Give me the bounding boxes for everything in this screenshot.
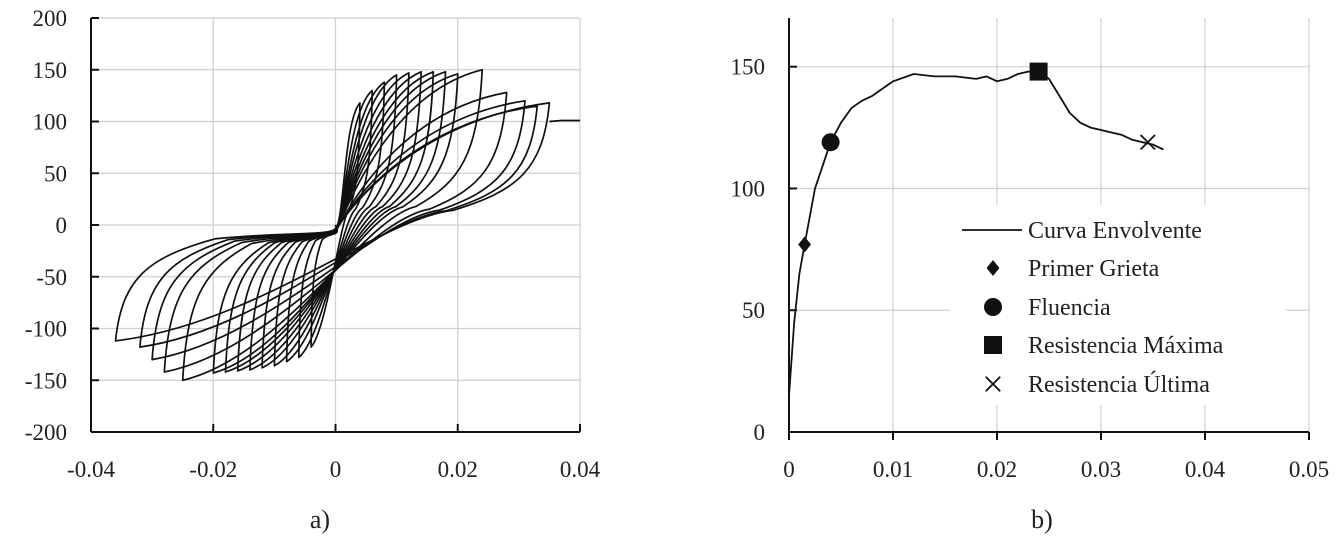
chart-a-y-tick-label: 0 — [56, 213, 68, 238]
chart-b-x-tick-label: 0.01 — [873, 457, 913, 482]
legend-square-swatch — [984, 336, 1002, 354]
chart-b-y-tick-label: 100 — [731, 176, 766, 201]
legend-x-swatch — [985, 376, 1001, 392]
chart-a-loop — [285, 81, 386, 363]
chart-a-loop — [310, 102, 361, 348]
legend-circle-swatch — [984, 298, 1002, 316]
chart-a-curves — [114, 68, 580, 382]
chart-b-x-tick-label: 0.03 — [1081, 457, 1121, 482]
chart-a-x-tick-label: 0.04 — [560, 457, 601, 482]
chart-a-axes — [90, 17, 581, 433]
chart-b-tick-labels: 0 50 100 150 0 0.01 0.02 0.03 0.04 0.05 — [731, 55, 1330, 482]
legend-label: Resistencia Última — [1028, 371, 1210, 398]
chart-b-axes — [788, 18, 1310, 440]
chart-b-point-x — [1139, 134, 1156, 151]
legend-label: Fluencia — [1028, 295, 1111, 321]
chart-a-caption: a) — [310, 505, 330, 534]
chart-a-tick-labels: -200 -150 -100 -50 0 50 100 150 200 -0.04 -0.02 0 0.… — [25, 6, 601, 482]
chart-b-x-tick-label: 0 — [783, 457, 795, 482]
chart-b-x-tick-label: 0.04 — [1185, 457, 1226, 482]
chart-a-loop — [163, 91, 508, 373]
chart-b-curves — [788, 62, 1164, 396]
chart-a-loop — [297, 89, 374, 359]
chart-a-y-tick-label: 150 — [33, 58, 68, 83]
chart-a-y-tick-label: 200 — [33, 6, 68, 31]
chart-a-loop — [151, 99, 526, 361]
chart-a-y-tick-label: 100 — [33, 110, 68, 135]
chart-a-x-tick-label: -0.02 — [189, 457, 237, 482]
chart-a-x-tick-label: 0.02 — [438, 457, 478, 482]
legend-diamond-swatch — [986, 260, 1000, 276]
chart-b-caption: b) — [1031, 505, 1053, 534]
chart-b-legend: Curva Envolvente Primer Grieta Fluencia Res… — [950, 205, 1286, 405]
chart-a-loop — [212, 73, 459, 374]
chart-a-x-tick-label: 0 — [330, 457, 342, 482]
chart-a-x-tick-label: -0.04 — [67, 457, 115, 482]
chart-a-loop — [249, 70, 422, 371]
chart-a-loop — [114, 102, 551, 342]
x-marker-stroke — [1139, 134, 1156, 151]
chart-b-x-tick-label: 0.02 — [977, 457, 1017, 482]
legend-label: Primer Grieta — [1028, 256, 1160, 282]
chart-b-point-circle — [821, 133, 840, 152]
legend-label: Resistencia Máxima — [1028, 333, 1224, 359]
x-marker-stroke — [985, 376, 1001, 392]
chart-a-loop — [261, 72, 410, 369]
chart-b-point-diamond — [798, 236, 811, 253]
chart-b-y-tick-label: 50 — [742, 298, 765, 323]
chart-a-y-tick-label: 50 — [44, 161, 67, 186]
chart-a-y-tick-label: -200 — [25, 420, 67, 445]
chart-b-x-tick-label: 0.05 — [1289, 457, 1329, 482]
chart-b-legend-bg — [950, 205, 1286, 405]
chart-a-y-tick-label: -50 — [36, 265, 67, 290]
chart-a-loop — [273, 74, 398, 367]
chart-b-y-tick-label: 0 — [754, 420, 766, 445]
legend-label: Curva Envolvente — [1028, 218, 1202, 244]
chart-b-point-square — [1029, 62, 1048, 81]
chart-b-y-tick-label: 150 — [731, 55, 766, 80]
chart-a-loop — [236, 70, 435, 372]
chart-a-y-tick-label: -150 — [25, 368, 67, 393]
chart-a-y-tick-label: -100 — [25, 317, 67, 342]
chart-a-tail — [549, 119, 580, 123]
